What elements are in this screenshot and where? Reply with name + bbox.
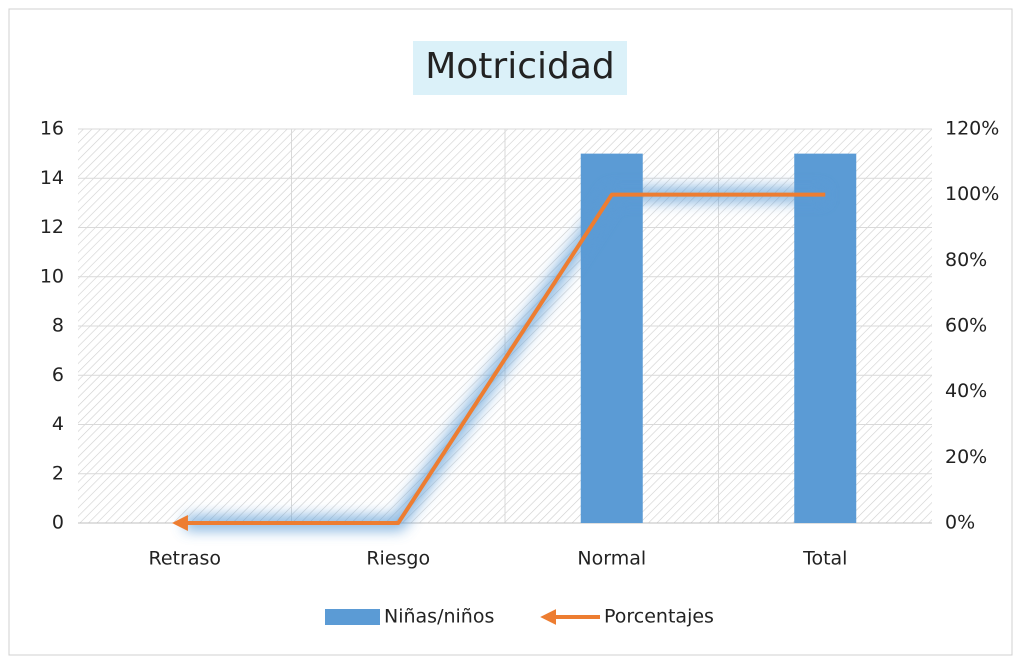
y2-tick-label: 40% [945,380,987,402]
line [171,192,826,531]
legend-label: Porcentajes [604,606,714,628]
y-tick-label: 16 [40,118,64,140]
y-tick-label: 14 [40,167,64,189]
y2-tick-label: 80% [945,249,987,271]
x-tick-label: Retraso [149,548,221,570]
y-tick-label: 6 [52,364,64,386]
x-tick-label: Total [802,548,847,570]
legend-label: Niñas/niños [384,606,494,628]
y2-tick-label: 60% [945,315,987,337]
title-box [413,41,627,95]
y-tick-label: 10 [40,265,64,287]
y-tick-label: 0 [52,512,64,534]
y2-tick-label: 100% [945,183,999,205]
y-tick-label: 4 [52,413,64,435]
x-tick-label: Normal [577,548,646,570]
legend-swatch [325,609,380,625]
bar [794,153,857,523]
x-tick-label: Riesgo [366,548,430,570]
chart-title: Motricidad [425,46,615,87]
y2-tick-label: 0% [945,512,975,534]
y-tick-label: 2 [52,462,64,484]
bar [580,153,643,523]
y-tick-label: 8 [52,315,64,337]
y2-tick-label: 120% [945,118,999,140]
y2-tick-label: 20% [945,446,987,468]
y-tick-label: 12 [40,216,64,238]
